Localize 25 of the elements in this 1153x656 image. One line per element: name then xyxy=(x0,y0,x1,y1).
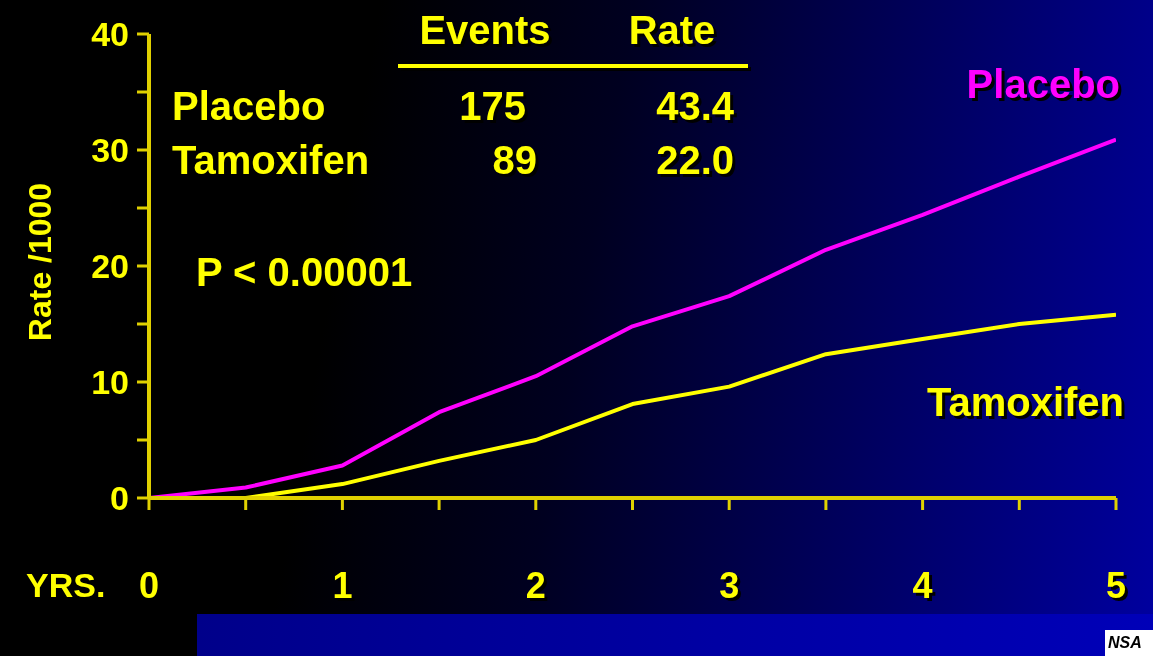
x-tick-label: 5 xyxy=(1105,565,1127,606)
annotation: Tamoxifen xyxy=(172,138,370,183)
x-tick-label: 2 xyxy=(525,565,546,606)
y-tick-label: 30 xyxy=(91,131,129,169)
x-tick-label: 3 xyxy=(719,565,740,606)
y-tick-label: 10 xyxy=(91,363,129,401)
x-axis-title: YRS. xyxy=(26,566,106,605)
annotation: Events xyxy=(419,8,551,53)
annotation: P < 0.00001 xyxy=(196,250,413,295)
annotation: Placebo xyxy=(172,84,326,129)
series-label: Tamoxifen xyxy=(926,380,1124,425)
series-label: Placebo xyxy=(966,62,1120,107)
y-tick-label: 20 xyxy=(91,247,129,285)
annotation: Rate xyxy=(628,8,716,53)
annotation: 175 xyxy=(459,84,526,129)
x-tick-label: 0 xyxy=(138,565,160,606)
y-axis-title: Rate /1000 xyxy=(21,182,59,342)
annotation: 89 xyxy=(492,138,537,183)
y-tick-label: 0 xyxy=(110,479,129,517)
y-tick-label: 40 xyxy=(91,15,129,53)
x-tick-label: 4 xyxy=(912,565,933,606)
annotation: 43.4 xyxy=(656,84,734,129)
x-tick-label: 1 xyxy=(332,565,353,606)
annotation: 22.0 xyxy=(656,138,734,183)
text: NSA xyxy=(1108,634,1142,652)
